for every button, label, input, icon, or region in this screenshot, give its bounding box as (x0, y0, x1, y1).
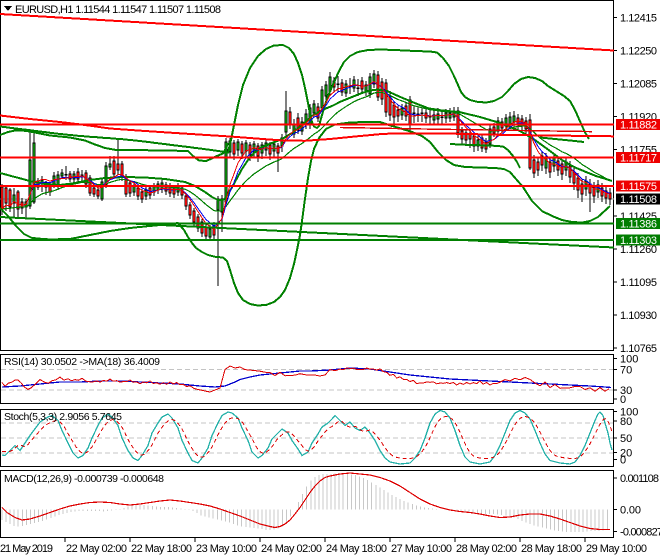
svg-text:1.12085: 1.12085 (620, 79, 657, 91)
svg-text:1.11882: 1.11882 (620, 119, 657, 131)
svg-text:24 May 02:00: 24 May 02:00 (261, 543, 322, 555)
svg-text:1.12415: 1.12415 (620, 13, 657, 25)
svg-text:70: 70 (620, 365, 632, 377)
svg-text:27 May 10:00: 27 May 10:00 (391, 543, 452, 555)
svg-text:1.11386: 1.11386 (620, 219, 657, 231)
svg-text:1.11717: 1.11717 (620, 152, 657, 164)
svg-text:28 May 02:00: 28 May 02:00 (456, 543, 517, 555)
svg-text:100: 100 (620, 407, 638, 419)
svg-text:100: 100 (620, 354, 638, 366)
svg-text:1.10765: 1.10765 (620, 343, 657, 355)
svg-text:0.001108: 0.001108 (620, 473, 659, 485)
svg-text:1.11095: 1.11095 (620, 277, 657, 289)
svg-text:0: 0 (620, 455, 626, 467)
svg-text:28 May 18:00: 28 May 18:00 (521, 543, 582, 555)
svg-text:0: 0 (620, 394, 626, 406)
svg-text:1.10930: 1.10930 (620, 310, 657, 322)
svg-text:-0.000827: -0.000827 (620, 527, 660, 539)
svg-text:20: 20 (620, 448, 632, 460)
svg-text:1.11260: 1.11260 (620, 244, 657, 256)
svg-text:23 May 10:00: 23 May 10:00 (196, 543, 257, 555)
svg-text:0.00: 0.00 (620, 505, 641, 517)
svg-text:Stoch(5,3,3) 2.9056 5.7645: Stoch(5,3,3) 2.9056 5.7645 (4, 411, 122, 423)
svg-text:1.12250: 1.12250 (620, 46, 657, 58)
svg-text:RSI(14) 30.0502 ->MA(18) 36.4: RSI(14) 30.0502 ->MA(18) 36.4009 (4, 356, 160, 368)
svg-text:MACD(12,26,9) -0.000739 -0.000: MACD(12,26,9) -0.000739 -0.000648 (4, 473, 164, 485)
svg-text:22 May 02:00: 22 May 02:00 (66, 543, 127, 555)
svg-text:1.11303: 1.11303 (620, 235, 657, 247)
svg-text:24 May 18:00: 24 May 18:00 (326, 543, 387, 555)
svg-text:30: 30 (620, 385, 632, 397)
svg-text:22 May 18:00: 22 May 18:00 (131, 543, 192, 555)
svg-text:29 May 10:00: 29 May 10:00 (586, 543, 647, 555)
svg-text:1.11508: 1.11508 (620, 194, 657, 206)
svg-text:50: 50 (620, 433, 632, 445)
svg-text:1.11575: 1.11575 (620, 181, 657, 193)
svg-text:21 May 2019: 21 May 2019 (0, 543, 53, 555)
svg-text:EURUSD,H1 1.11544 1.11547 1.1: EURUSD,H1 1.11544 1.11547 1.11507 1.1150… (15, 4, 221, 16)
svg-text:80: 80 (620, 416, 632, 428)
